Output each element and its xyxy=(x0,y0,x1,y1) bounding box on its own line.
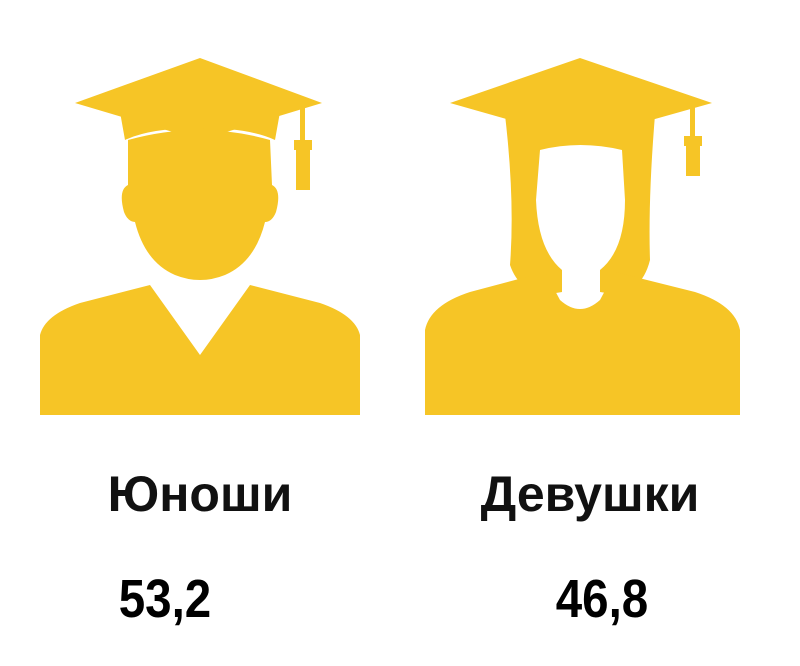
male-label: Юноши xyxy=(107,466,293,522)
male-value: 53,2 xyxy=(118,569,212,629)
male-graduate-icon xyxy=(40,58,360,415)
female-value: 46,8 xyxy=(555,569,649,629)
female-label: Девушки xyxy=(480,466,700,522)
female-graduate-icon xyxy=(425,58,740,415)
